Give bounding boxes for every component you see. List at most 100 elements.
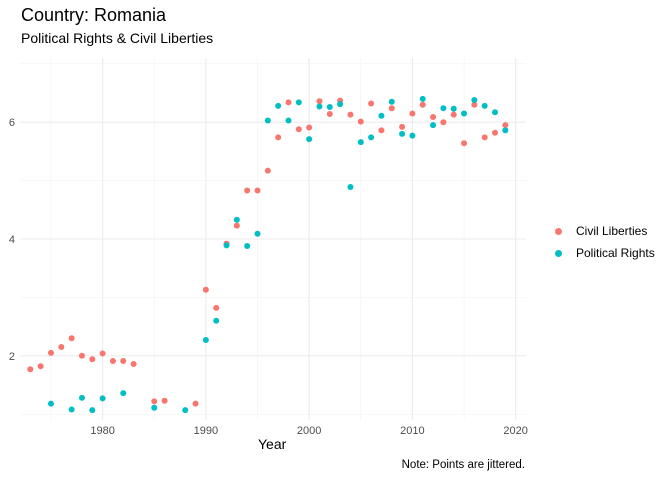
point-political-rights — [99, 395, 106, 402]
point-political-rights — [440, 105, 447, 112]
legend-key — [548, 243, 568, 263]
point-civil-liberties — [461, 140, 468, 147]
point-civil-liberties — [78, 352, 85, 359]
point-political-rights — [68, 406, 75, 413]
point-civil-liberties — [502, 122, 509, 129]
point-political-rights — [357, 139, 364, 146]
x-tick-label: 2010 — [400, 425, 424, 437]
point-civil-liberties — [244, 187, 251, 194]
point-civil-liberties — [161, 397, 168, 404]
point-political-rights — [151, 404, 158, 411]
point-political-rights — [430, 122, 437, 129]
point-civil-liberties — [306, 124, 313, 131]
point-civil-liberties — [213, 304, 220, 311]
y-tick-label: 4 — [9, 234, 15, 246]
point-political-rights — [419, 95, 426, 102]
point-civil-liberties — [68, 335, 75, 342]
point-political-rights — [399, 130, 406, 137]
x-tick-label: 2000 — [297, 425, 321, 437]
point-civil-liberties — [450, 111, 457, 118]
legend-dot-icon — [554, 227, 562, 235]
point-civil-liberties — [492, 129, 499, 136]
point-civil-liberties — [326, 111, 333, 118]
x-tick-label: 1990 — [194, 425, 218, 437]
point-political-rights — [388, 98, 395, 105]
point-civil-liberties — [264, 167, 271, 174]
point-political-rights — [182, 407, 189, 414]
legend-label: Civil Liberties — [576, 224, 648, 238]
point-political-rights — [275, 102, 282, 109]
point-political-rights — [120, 390, 127, 397]
y-tick-label: 6 — [9, 117, 15, 129]
point-civil-liberties — [471, 101, 478, 108]
point-civil-liberties — [285, 99, 292, 106]
x-axis-label: Year — [258, 436, 287, 452]
point-political-rights — [326, 104, 333, 111]
point-political-rights — [481, 102, 488, 109]
point-political-rights — [306, 136, 313, 143]
point-civil-liberties — [399, 123, 406, 130]
point-political-rights — [47, 400, 54, 407]
point-political-rights — [337, 101, 344, 108]
point-civil-liberties — [388, 105, 395, 112]
point-civil-liberties — [430, 113, 437, 120]
point-political-rights — [223, 242, 230, 249]
point-political-rights — [295, 99, 302, 106]
point-civil-liberties — [275, 134, 282, 141]
point-civil-liberties — [368, 100, 375, 107]
point-civil-liberties — [419, 101, 426, 108]
point-political-rights — [254, 230, 261, 237]
legend-key — [548, 221, 568, 241]
point-political-rights — [202, 337, 209, 344]
point-civil-liberties — [357, 118, 364, 125]
point-civil-liberties — [316, 98, 323, 105]
point-civil-liberties — [378, 127, 385, 134]
legend: Civil Liberties Political Rights — [548, 220, 655, 264]
point-civil-liberties — [120, 358, 127, 365]
point-political-rights — [492, 109, 499, 116]
legend-label: Political Rights — [576, 246, 655, 260]
point-political-rights — [471, 97, 478, 104]
point-political-rights — [409, 132, 416, 139]
point-political-rights — [378, 112, 385, 119]
point-civil-liberties — [233, 222, 240, 229]
point-civil-liberties — [347, 111, 354, 118]
point-civil-liberties — [27, 366, 34, 373]
point-political-rights — [233, 216, 240, 223]
point-political-rights — [316, 103, 323, 110]
x-tick-label: 1980 — [90, 425, 114, 437]
point-civil-liberties — [58, 344, 65, 351]
point-civil-liberties — [99, 350, 106, 357]
point-civil-liberties — [440, 119, 447, 126]
point-political-rights — [450, 105, 457, 112]
point-civil-liberties — [151, 398, 158, 405]
point-civil-liberties — [409, 110, 416, 117]
point-civil-liberties — [295, 126, 302, 133]
point-civil-liberties — [89, 356, 96, 363]
chart-title: Country: Romania — [21, 5, 167, 25]
point-political-rights — [78, 394, 85, 401]
y-tick-label: 2 — [9, 351, 15, 363]
point-political-rights — [461, 110, 468, 117]
point-civil-liberties — [481, 134, 488, 141]
chart-caption: Note: Points are jittered. — [401, 459, 525, 471]
point-civil-liberties — [130, 360, 137, 367]
point-political-rights — [368, 134, 375, 141]
point-political-rights — [213, 317, 220, 324]
legend-item-civil-liberties: Civil Liberties — [548, 220, 655, 242]
point-civil-liberties — [254, 187, 261, 194]
x-tick-label: 2020 — [503, 425, 527, 437]
legend-dot-icon — [554, 249, 562, 257]
point-civil-liberties — [47, 349, 54, 356]
point-political-rights — [244, 243, 251, 250]
point-civil-liberties — [202, 286, 209, 293]
point-political-rights — [347, 184, 354, 191]
chart-subtitle: Political Rights & Civil Liberties — [21, 30, 214, 46]
point-political-rights — [89, 407, 96, 414]
legend-item-political-rights: Political Rights — [548, 242, 655, 264]
point-political-rights — [264, 117, 271, 124]
point-civil-liberties — [37, 363, 44, 370]
point-political-rights — [502, 127, 509, 134]
point-civil-liberties — [192, 400, 199, 407]
